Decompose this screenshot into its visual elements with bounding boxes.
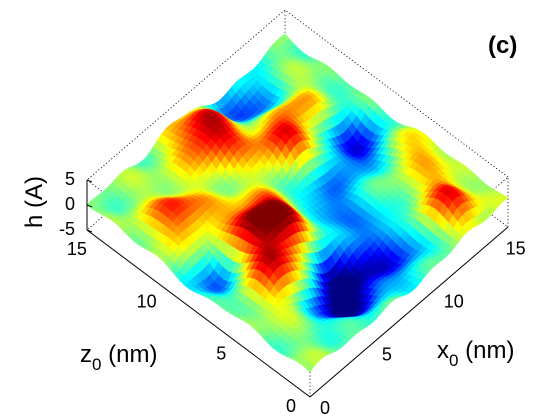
x-tick-label: 0 [320,398,330,418]
panel-label: (c) [488,32,517,59]
x-ticks: 0 5 10 15 [320,238,526,417]
axis-line [309,226,509,398]
h-tick-label: 0 [65,194,75,214]
x-tick-label: 10 [444,292,464,312]
z-tick-label: 15 [67,239,87,259]
x-axis-label: x0 (nm) [437,337,514,370]
x-tick-label: 15 [506,238,526,258]
z-axis-label-sub: 0 [92,355,101,374]
x-axis-label-sub: 0 [449,351,458,370]
h-ticks: -5 0 5 [59,169,75,239]
z-tick-label: 0 [286,396,296,416]
h-tick-mark [86,179,93,183]
z-ticks: 0 5 10 15 [67,239,296,416]
h-tick-mark [86,229,93,233]
h-tick-mark [86,204,93,208]
axis-line [86,229,311,398]
axes-lines [86,179,509,398]
x-tick-label: 5 [382,345,392,365]
box-edge [284,9,509,178]
x-axis-label-main: x [437,337,449,364]
z-axis-label: z0 (nm) [80,341,157,374]
z-tick-label: 10 [137,291,157,311]
height-surface [86,33,509,373]
h-tick-label: -5 [59,219,75,239]
h-tick-label: 5 [65,169,75,189]
surface-cell [304,361,315,373]
z-axis-label-unit: (nm) [101,341,157,368]
z-tick-label: 5 [216,344,226,364]
h-axis-label: h (A) [21,176,48,228]
z-axis-label-main: z [80,341,92,368]
x-axis-label-unit: (nm) [458,337,514,364]
